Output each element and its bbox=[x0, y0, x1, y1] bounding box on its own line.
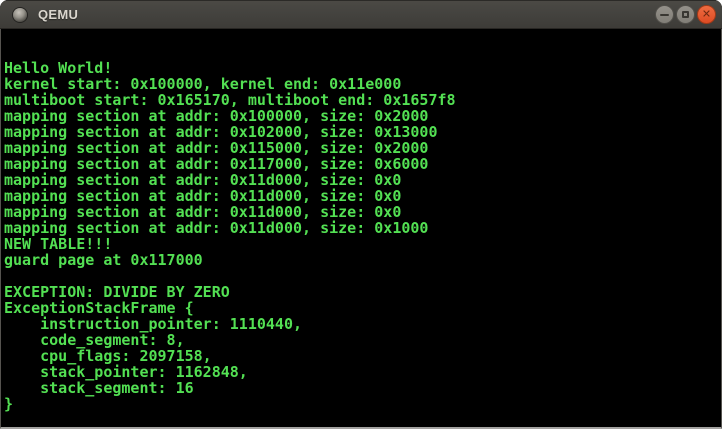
window-controls: ✕ bbox=[655, 0, 716, 29]
terminal-screen[interactable]: Hello World! kernel start: 0x100000, ker… bbox=[0, 29, 722, 429]
close-icon: ✕ bbox=[701, 7, 712, 21]
console-output: Hello World! kernel start: 0x100000, ker… bbox=[4, 59, 456, 413]
minimize-button[interactable] bbox=[655, 5, 674, 24]
titlebar[interactable]: QEMU ✕ bbox=[0, 0, 722, 29]
close-button[interactable]: ✕ bbox=[697, 5, 716, 24]
window-title: QEMU bbox=[38, 7, 79, 22]
maximize-button[interactable] bbox=[676, 5, 695, 24]
maximize-icon bbox=[682, 11, 689, 18]
qemu-window-icon bbox=[13, 7, 27, 22]
minimize-icon bbox=[660, 13, 669, 16]
